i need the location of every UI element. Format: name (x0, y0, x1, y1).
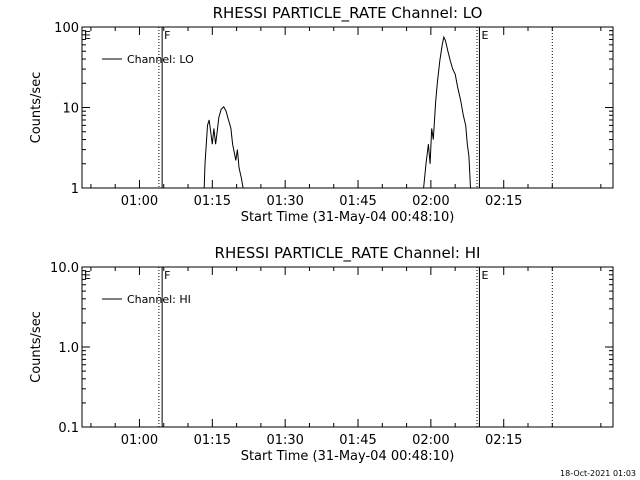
panel-2-title: RHESSI PARTICLE_RATE Channel: HI (215, 244, 481, 263)
panel-2-annotation-label: E (84, 269, 91, 282)
panel-1-x-tick-label: 01:15 (194, 194, 231, 209)
footer-timestamp: 18-Oct-2021 01:03 (560, 469, 636, 478)
panel-1-x-tick-label: 01:30 (266, 194, 303, 209)
panel-2-x-tick-label: 01:00 (121, 433, 158, 448)
panel-1-x-tick-label: 02:15 (485, 194, 522, 209)
panel-2-y-tick-label: 0.1 (58, 421, 79, 436)
panel-1-x-axis-label: Start Time (31-May-04 00:48:10) (241, 210, 455, 225)
panel-1-series-line (423, 35, 471, 189)
panel-2-x-tick-label: 01:15 (194, 433, 231, 448)
panel-2-annotation-label: E (481, 269, 488, 282)
panel-2-x-tick-label: 01:30 (266, 433, 303, 448)
panel-2-x-axis-label: Start Time (31-May-04 00:48:10) (241, 449, 455, 464)
panel-2-y-tick-label: 10.0 (50, 261, 79, 276)
panel-1-annotation-label: F (164, 29, 170, 42)
panel-1-y-tick-label: 1 (71, 182, 79, 197)
panel-2-y-axis-label: Counts/sec (29, 311, 44, 383)
panel-1-x-tick-label: 01:00 (121, 194, 158, 209)
panel-1-annotation-label: E (84, 29, 91, 42)
panel-2-x-tick-label: 01:45 (339, 433, 376, 448)
panel-1-title: RHESSI PARTICLE_RATE Channel: LO (213, 4, 483, 23)
panel-1-series-line (203, 105, 244, 189)
panel-1-legend-label: Channel: LO (127, 53, 194, 66)
panel-2-x-tick-label: 02:00 (412, 433, 449, 448)
panel-2-x-tick-label: 02:15 (485, 433, 522, 448)
panel-1-y-axis-label: Counts/sec (29, 72, 44, 144)
panel-1-y-tick-label: 10 (62, 102, 79, 117)
panel-1-x-tick-label: 01:45 (339, 194, 376, 209)
panel-1-annotation-label: E (481, 29, 488, 42)
panel-2-legend-label: Channel: HI (127, 293, 191, 306)
panel-1-x-tick-label: 02:00 (412, 194, 449, 209)
panel-1-y-tick-label: 100 (54, 21, 79, 36)
panel-2-annotation-label: F (164, 269, 170, 282)
panel-2-y-tick-label: 1.0 (58, 341, 79, 356)
